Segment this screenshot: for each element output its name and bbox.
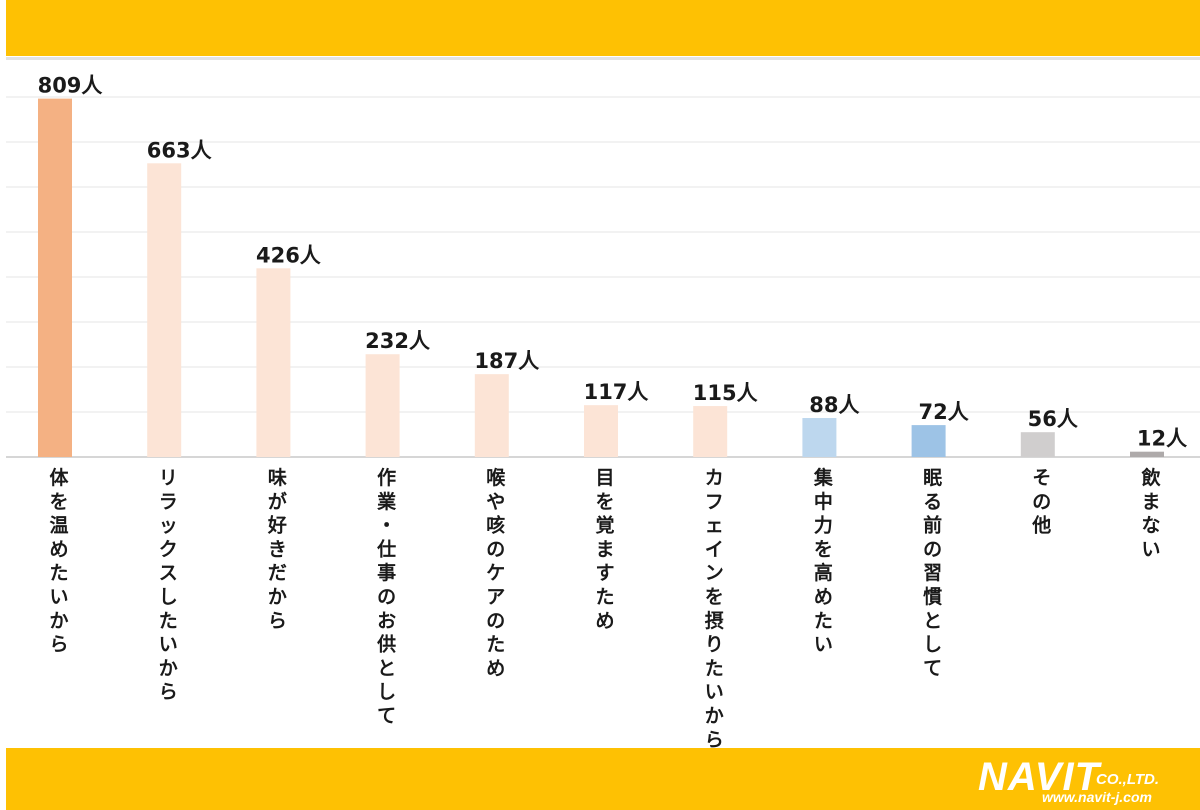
category-label: リラックスしたいから <box>159 467 178 703</box>
category-label: 作業・仕事のお供として <box>376 466 397 727</box>
value-label: 426人 <box>256 243 321 267</box>
top-divider <box>6 57 1200 60</box>
category-label: 目を覚ますため <box>595 467 614 632</box>
value-label: 56人 <box>1028 407 1078 431</box>
bar <box>38 98 72 457</box>
category-label: 眠る前の習慣として <box>923 467 942 679</box>
bar <box>584 405 618 457</box>
category-label: 飲まない <box>1140 466 1161 560</box>
value-label: 72人 <box>918 400 968 424</box>
bar <box>474 374 509 457</box>
logo-url: www.navit-j.com <box>1042 789 1152 805</box>
value-labels: 809人 663人 426人 232人 187人 117人 115人 88人 72人 56人 12人 <box>38 74 1188 451</box>
grid-lines <box>6 96 1200 458</box>
value-label: 88人 <box>809 393 859 417</box>
bar <box>256 268 291 457</box>
logo-suffix: CO.,LTD. <box>1096 771 1160 788</box>
category-label: 体を温めたいから <box>49 466 69 656</box>
logo-wordmark: NAVIT <box>978 755 1101 799</box>
value-label: 117人 <box>584 380 649 404</box>
category-label: 喉や咳のケアのため <box>486 466 506 679</box>
bar <box>693 406 728 457</box>
category-label: 集中力を高めたい <box>813 466 834 656</box>
category-label: 味が好きだから <box>267 467 287 632</box>
bars <box>38 98 1164 457</box>
company-logo: NAVIT CO.,LTD. www.navit-j.com <box>978 757 1188 805</box>
value-label: 115人 <box>693 381 758 405</box>
category-label: その他 <box>1031 467 1051 537</box>
category-label: カフェインを摂りたいから <box>705 467 724 748</box>
bottom-banner <box>6 748 1200 810</box>
bar-chart: 809人 663人 426人 232人 187人 117人 115人 88人 72人 56人 12人… <box>6 74 1200 748</box>
bar <box>911 425 946 457</box>
value-label: 12人 <box>1137 427 1187 451</box>
bar <box>1130 451 1164 457</box>
value-label: 663人 <box>147 138 212 162</box>
bar <box>802 418 837 457</box>
value-label: 809人 <box>38 74 103 98</box>
value-label: 187人 <box>474 349 539 373</box>
bar <box>147 163 182 457</box>
category-labels: 体を温めたいから リラックスしたいから 味が好きだから 作業・仕事のお供として 喉や咳の… <box>49 466 1161 748</box>
bar <box>1020 432 1055 457</box>
value-label: 232人 <box>365 329 430 353</box>
bar <box>365 354 400 457</box>
top-banner <box>6 0 1200 56</box>
